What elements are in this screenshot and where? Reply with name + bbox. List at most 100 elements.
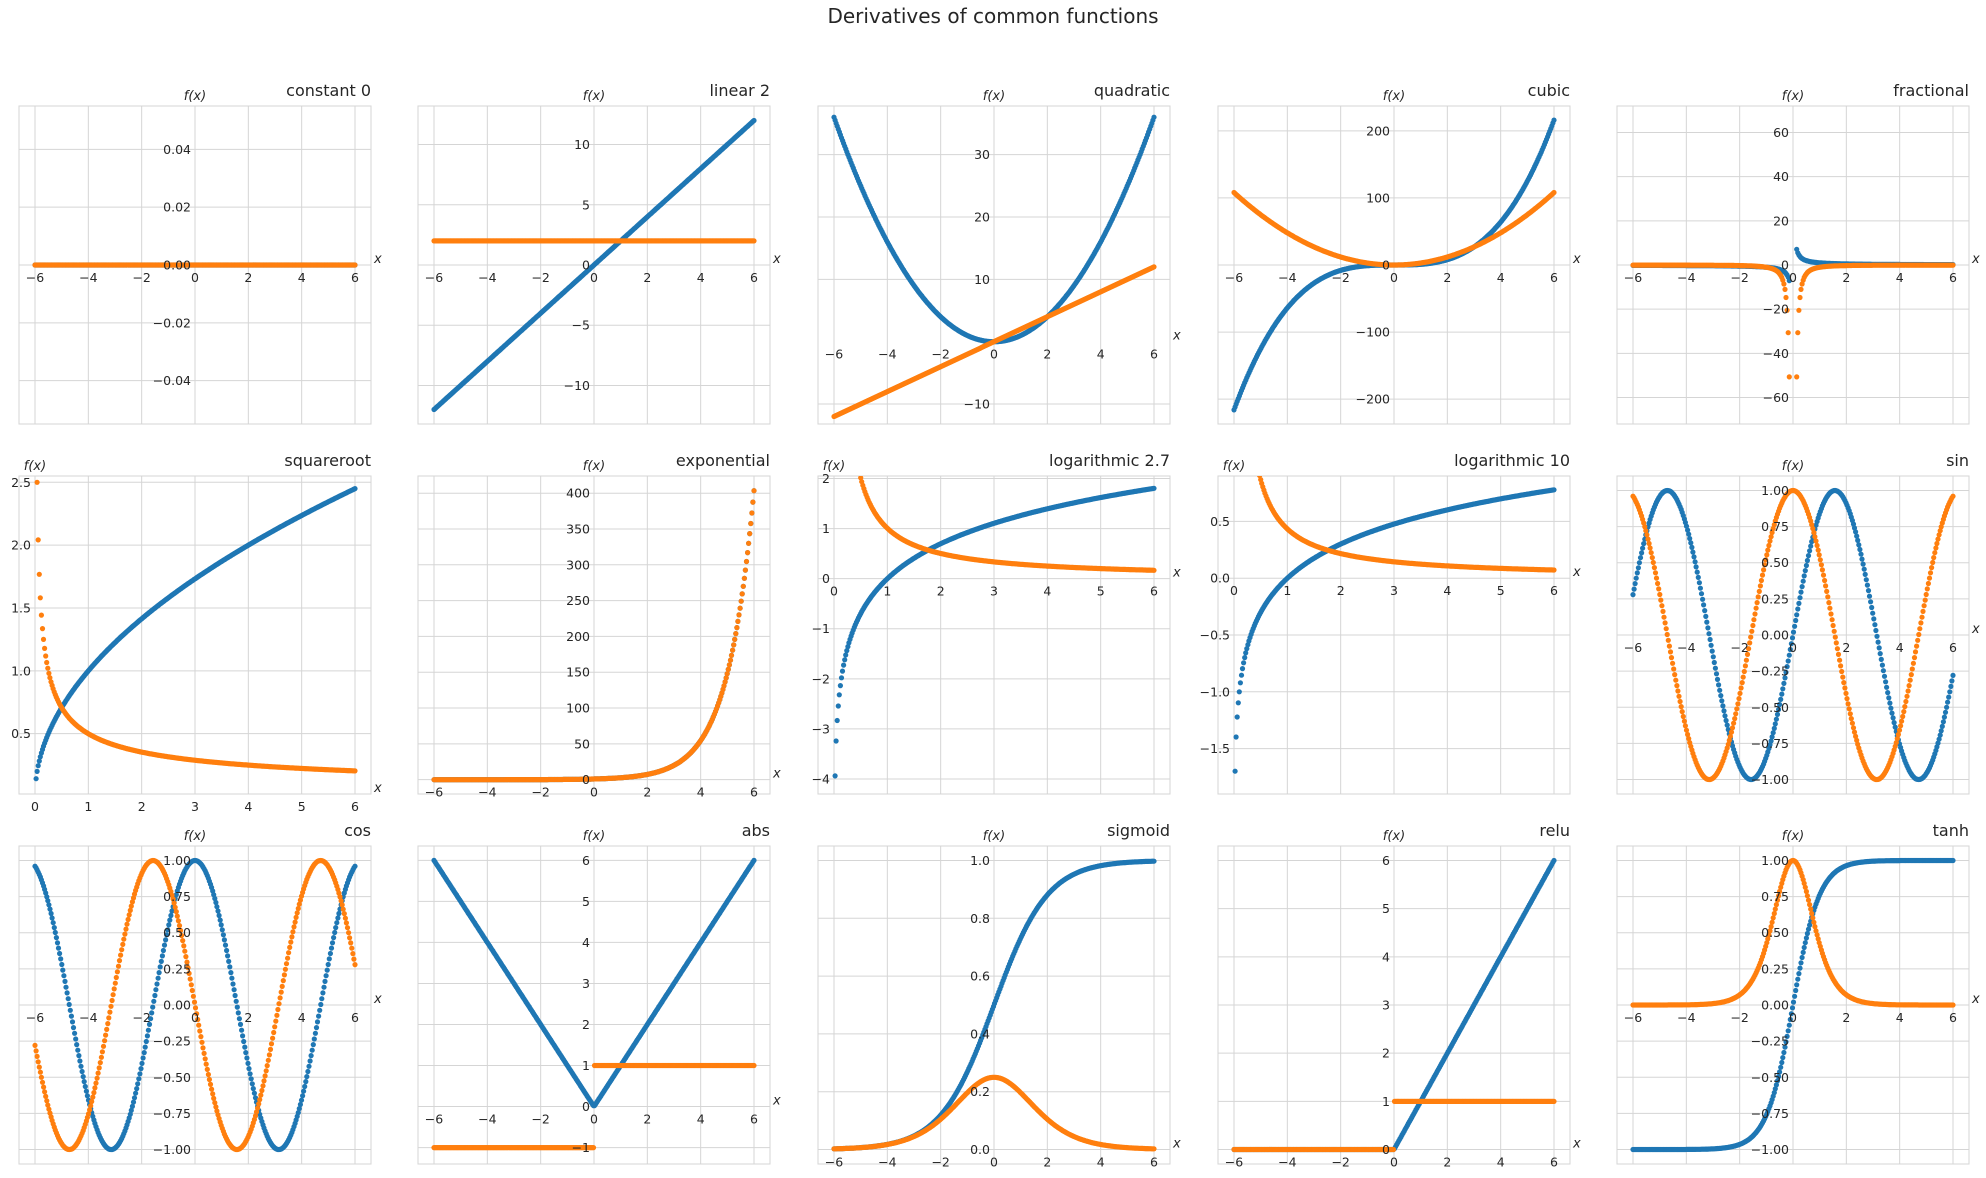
x-tick-label: 4	[1097, 347, 1105, 362]
derivative-point	[40, 636, 47, 643]
derivative-point	[743, 558, 750, 565]
x-tick-label: 1	[84, 799, 92, 814]
function-point	[1237, 680, 1243, 686]
y-tick-label: 10	[574, 137, 590, 152]
subplot-logarithmic-10: 0 1 2 3 4 5 6−1.5−1.0−0.50.00.5xf(x) logarithmi…	[1200, 451, 1581, 795]
derivative-point	[858, 476, 861, 477]
grid	[418, 476, 770, 794]
y-axis-label: f(x)	[823, 459, 845, 474]
x-tick-label: −6	[425, 785, 443, 800]
y-tick-label: 0	[582, 772, 590, 787]
derivative-point	[35, 537, 41, 543]
plot-frame	[1217, 105, 1571, 425]
function-point	[1244, 646, 1250, 652]
derivative-point	[44, 659, 50, 666]
x-tick-label: 0	[990, 347, 998, 362]
derivative-point	[47, 675, 53, 681]
derivative-point	[732, 636, 738, 643]
derivative-point	[1798, 286, 1804, 292]
y-tick-label: 200	[566, 629, 590, 644]
y-tick-label: 2	[822, 471, 830, 486]
function-point	[35, 763, 41, 769]
figure-title: Derivatives of common functions	[827, 4, 1159, 28]
function-point	[1235, 700, 1241, 706]
y-tick-label: −10	[964, 397, 990, 412]
derivative-point	[724, 671, 730, 677]
function-point	[751, 117, 757, 124]
x-tick-label: −4	[1278, 270, 1296, 285]
function-point	[1241, 660, 1247, 666]
x-tick-label: 6	[750, 270, 758, 285]
y-axis-label: f(x)	[583, 89, 605, 104]
x-tick-label: 0	[830, 584, 838, 599]
derivative-point	[1796, 307, 1802, 313]
y-tick-label: 30	[974, 147, 990, 162]
grid	[1218, 106, 1570, 424]
x-tick-label: −2	[531, 785, 549, 800]
y-axis-label: f(x)	[1383, 89, 1405, 104]
y-tick-label: −4	[812, 771, 830, 786]
y-axis-label: f(x)	[1782, 89, 1804, 104]
x-tick-label: 0	[1789, 270, 1797, 285]
derivative-point	[737, 605, 743, 611]
function-point	[1242, 655, 1248, 661]
derivative-point	[1786, 374, 1792, 380]
y-tick-labels: −0.04−0.020.000.020.04	[153, 142, 191, 388]
x-tick-labels: −6 −4 −2 0 2 4 6	[425, 785, 758, 800]
derivative-point	[736, 612, 742, 618]
derivative-point	[728, 652, 735, 658]
y-tick-label: −200	[1356, 392, 1390, 407]
derivative-point	[723, 675, 729, 681]
function-point	[835, 703, 841, 709]
x-tick-label: 4	[244, 799, 252, 814]
subplot-squareroot: 0 1 2 3 4 5 60.51.01.52.02.5xf(x) squareroot	[11, 451, 382, 814]
derivative-point	[738, 598, 744, 604]
x-tick-labels: −6 −4 −2 0 2 4 6	[825, 347, 1158, 362]
x-tick-label: −4	[878, 347, 896, 362]
derivative-point	[1551, 189, 1557, 196]
x-tick-label: 2	[643, 270, 651, 285]
y-tick-label: −0.02	[153, 315, 191, 330]
function-point	[1243, 650, 1249, 656]
y-tick-label: 10	[974, 272, 990, 287]
grid	[1218, 476, 1570, 794]
x-tick-label: 2	[937, 584, 945, 599]
derivative-point	[39, 626, 46, 632]
plot-frame	[1616, 105, 1970, 425]
y-tick-label: −100	[1356, 325, 1390, 340]
x-tick-label: −2	[931, 347, 949, 362]
derivative-point	[1784, 307, 1790, 313]
function-point	[1233, 734, 1239, 740]
x-tick-label: 6	[750, 785, 758, 800]
x-tick-label: 4	[298, 270, 306, 285]
x-tick-labels: −6 −4 −2 0 2 4 6	[425, 270, 758, 285]
derivative-point	[43, 653, 49, 659]
y-tick-label: 50	[574, 736, 590, 751]
derivative-point	[749, 510, 755, 516]
derivative-point	[352, 768, 358, 774]
x-axis-label: x	[1172, 566, 1181, 581]
x-tick-label: −4	[1677, 270, 1695, 285]
y-tick-label: 20	[1773, 213, 1789, 228]
data-points	[32, 262, 358, 268]
function-point	[843, 652, 849, 658]
x-tick-label: 0	[590, 785, 598, 800]
subplot-title: linear 2	[709, 81, 770, 100]
derivative-point	[725, 666, 731, 673]
plot-frame	[18, 475, 372, 795]
y-tick-label: 250	[566, 593, 590, 608]
grid	[818, 106, 1170, 424]
subplot-title: exponential	[676, 451, 770, 470]
y-tick-label: 1.0	[11, 663, 31, 678]
subplot-title: fractional	[1893, 81, 1969, 100]
y-tick-label: 2.0	[11, 538, 31, 553]
y-axis-label: f(x)	[983, 89, 1005, 104]
function-point	[833, 738, 839, 744]
y-axis-label: f(x)	[583, 459, 605, 474]
